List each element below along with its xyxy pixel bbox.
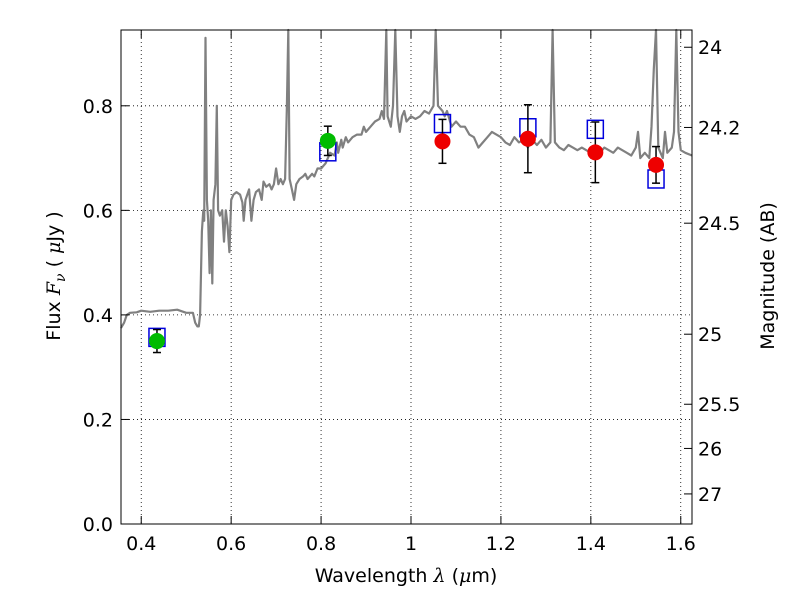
- y-tick-label: 0.2: [83, 409, 113, 431]
- x-axis-label-unit-mu: μ: [459, 565, 471, 587]
- x-axis-label-unit-rest: m): [471, 565, 497, 587]
- x-tick-label: 1.4: [576, 533, 606, 555]
- model-spectrum: [120, 28, 693, 329]
- y-tick-label: 0.4: [83, 305, 113, 327]
- y-axis-label: Flux Fν ( μJy ): [43, 211, 69, 340]
- x-tick-label: 0.8: [306, 533, 336, 555]
- y2-tick-label: 24.5: [698, 213, 740, 235]
- y2-tick-label: 27: [698, 484, 722, 506]
- y-tick-label: 0.6: [83, 200, 113, 222]
- data-markers: [148, 104, 665, 354]
- red-point-marker: [587, 144, 604, 161]
- y-axis-label-symbol: F: [43, 281, 65, 296]
- y-axis-label-unit-rest: Jy ): [43, 211, 65, 242]
- y2-tick-label: 25.5: [698, 394, 740, 416]
- x-axis-label-text: Wavelength: [315, 565, 428, 587]
- x-axis-label: Wavelength λ (μm): [315, 565, 498, 587]
- red-point-marker: [434, 133, 451, 150]
- ticks: 0.4 0.6 0.8 1 1.2 1.4 1.6 0.0 0.2 0.4 0.6 0.8 24 24.2…: [83, 30, 740, 555]
- model-spectrum-line: [120, 28, 693, 329]
- y2-tick-label: 24.2: [698, 117, 740, 139]
- y-tick-label: 0.0: [83, 514, 113, 536]
- y-axis-label-text: Flux: [43, 301, 65, 341]
- green-point-marker: [319, 132, 336, 149]
- red-point-marker: [648, 156, 665, 173]
- y-axis-label-subscript: ν: [53, 273, 69, 282]
- y2-tick-label: 26: [698, 438, 722, 460]
- x-axis-label-unit-open: (: [446, 565, 459, 587]
- y-axis-label-unit-open: (: [43, 254, 65, 274]
- red-point-marker: [519, 130, 536, 147]
- x-tick-label: 1: [405, 533, 417, 555]
- plot-frame: [120, 29, 693, 525]
- y2-tick-label: 25: [698, 324, 722, 346]
- x-axis-label-symbol: λ: [432, 565, 445, 587]
- x-tick-label: 1.6: [666, 533, 696, 555]
- x-tick-label: 1.2: [486, 533, 516, 555]
- y2-axis-label: Magnitude (AB): [757, 202, 779, 350]
- x-tick-label: 0.4: [126, 533, 156, 555]
- green-point-marker: [148, 333, 165, 350]
- x-tick-label: 0.6: [216, 533, 246, 555]
- y-tick-label: 0.8: [83, 96, 113, 118]
- y-axis-label-unit-mu: μ: [43, 242, 65, 254]
- y2-tick-label: 24: [698, 37, 722, 59]
